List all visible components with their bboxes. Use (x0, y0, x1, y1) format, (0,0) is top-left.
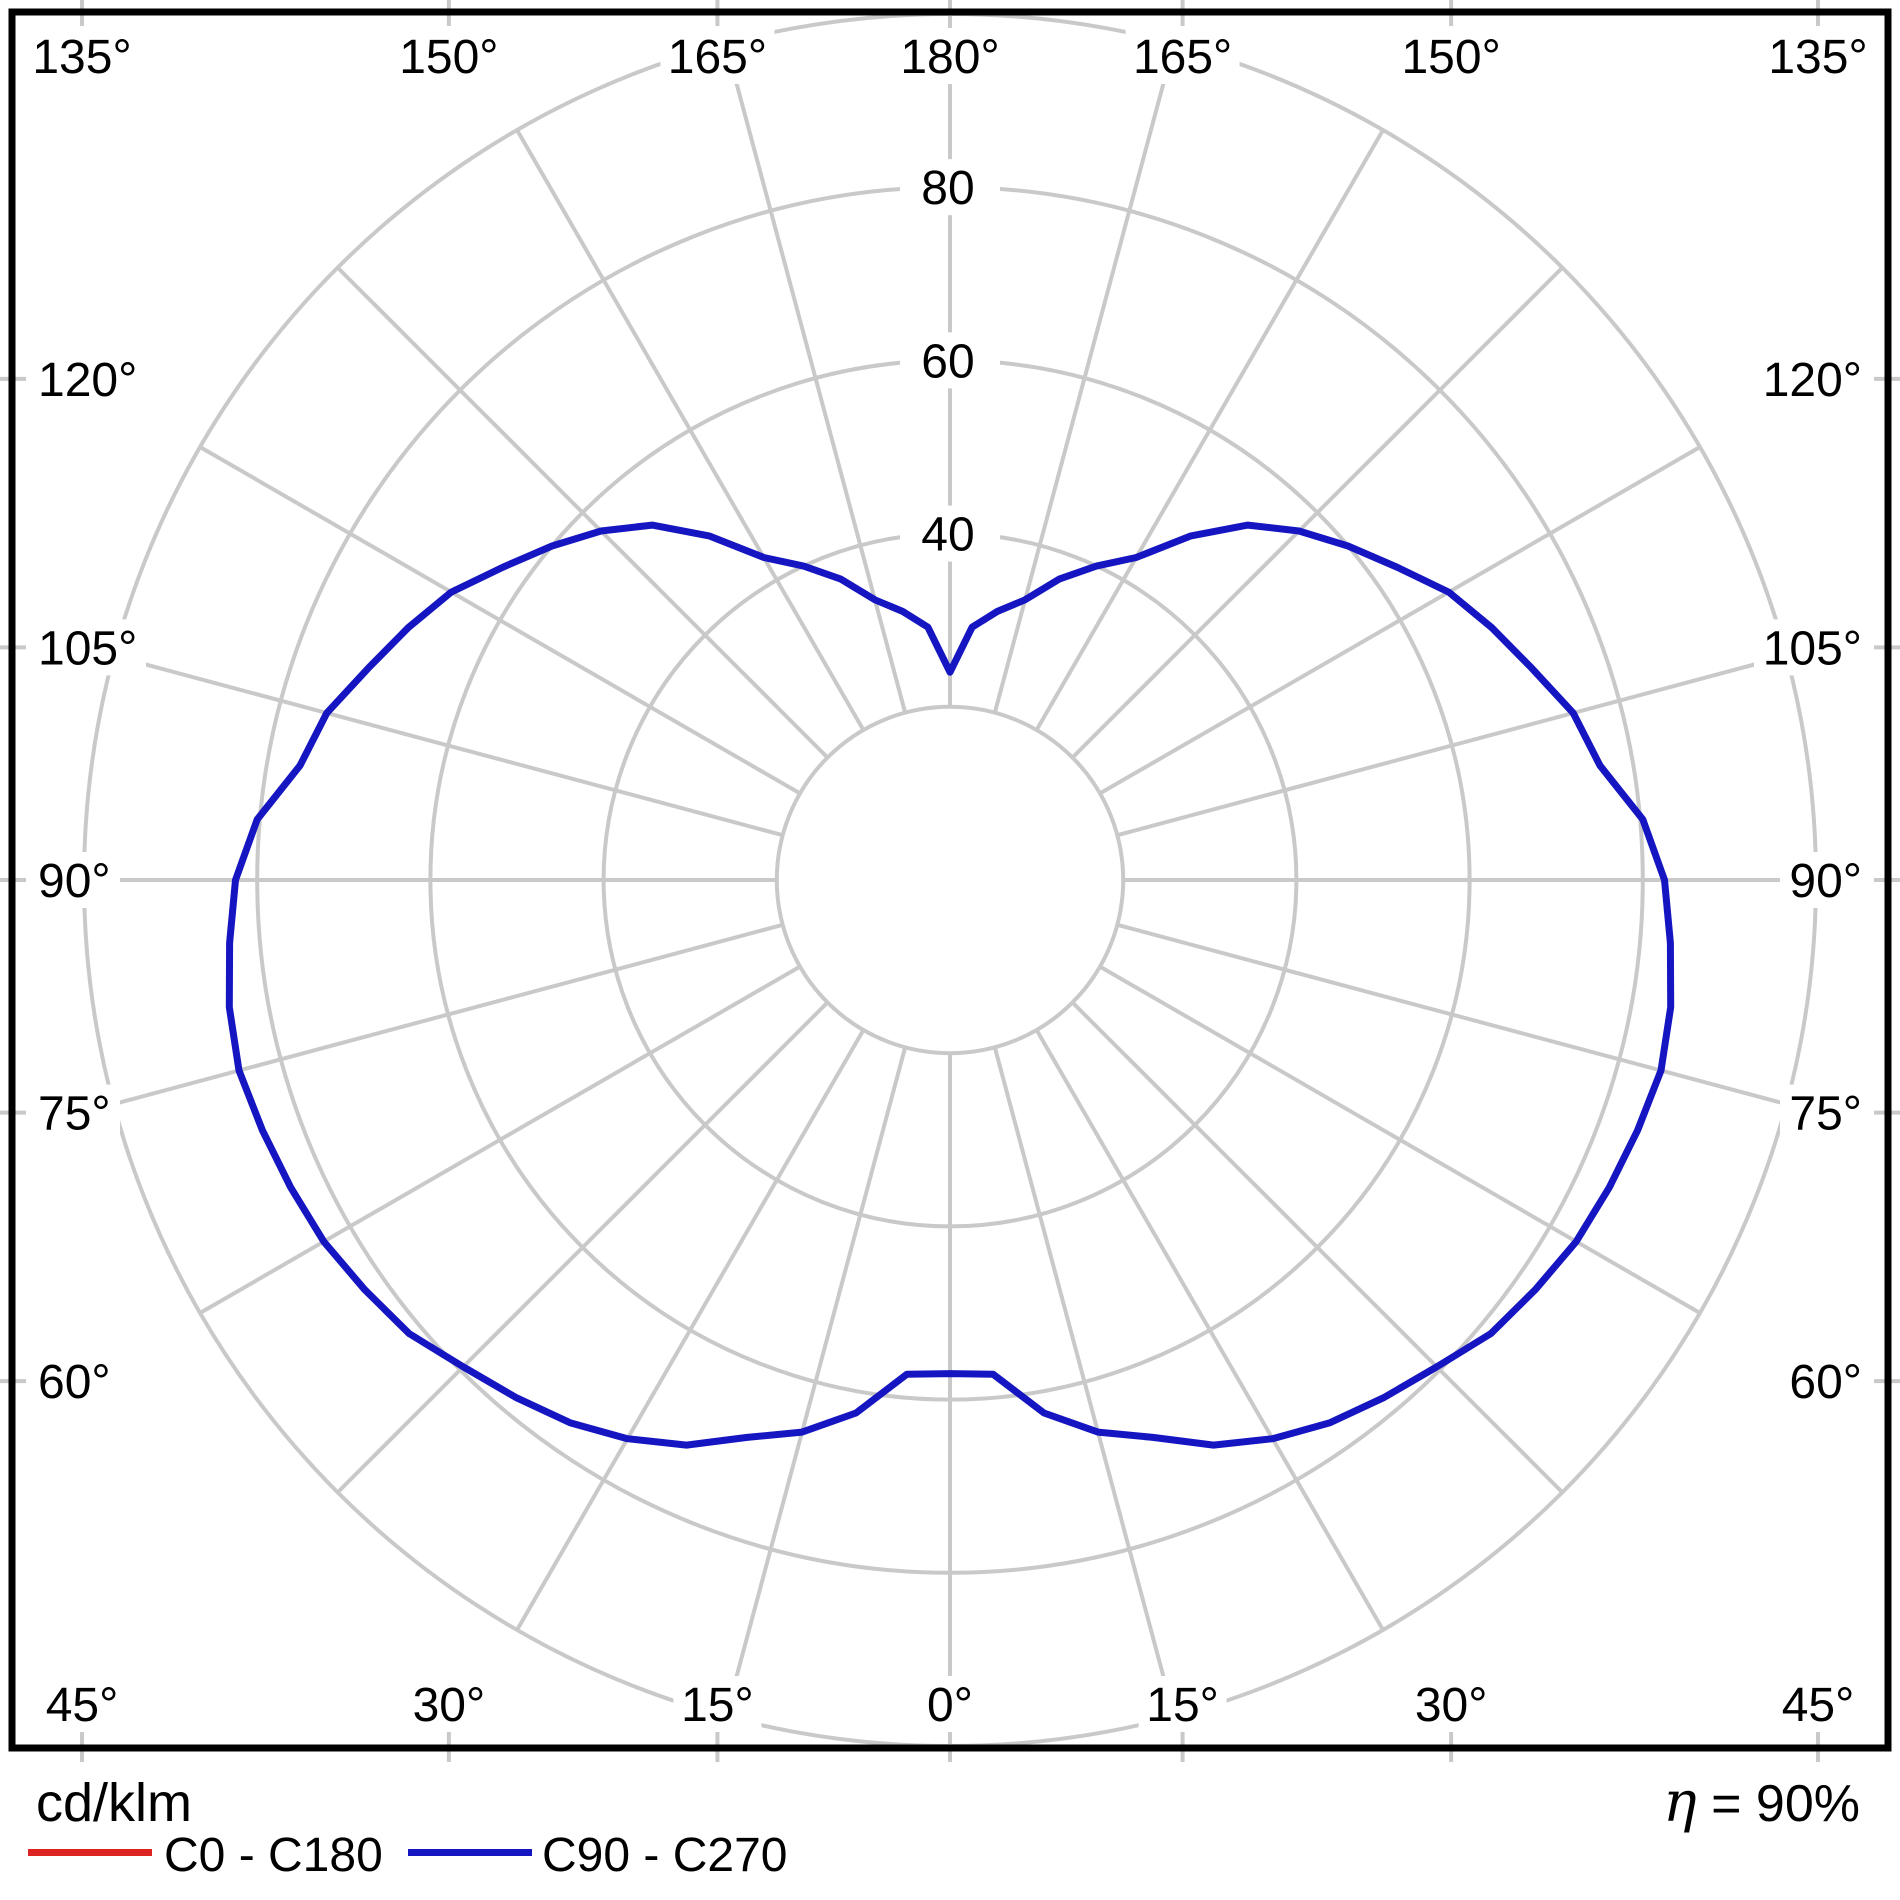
eta-symbol: η (1663, 1770, 1697, 1835)
angle-tick-label-135L: 135° (32, 31, 131, 84)
radial-tick-label-80: 80 (921, 162, 974, 215)
angle-tick-label-150L: 150° (399, 31, 498, 84)
angle-label-bg (1138, 1676, 1227, 1732)
grid-spoke-225 (1071, 266, 1564, 759)
grid-spoke-345 (992, 1046, 1177, 1718)
angle-label-bg (1774, 1676, 1862, 1732)
grid-spoke-255 (1116, 653, 1788, 838)
angle-label-bg (32, 350, 146, 407)
angle-label-bg (1780, 1353, 1868, 1410)
angle-tick-label-135R: 135° (1768, 31, 1867, 84)
angle-tick-label-60L: 60° (38, 1356, 111, 1409)
chart-frame (8, 8, 1892, 1752)
angle-tick-label-105L: 105° (38, 622, 137, 675)
radial-label-bg (900, 505, 1000, 562)
angle-tick-label-15R: 15° (1146, 1679, 1219, 1732)
angle-label-bg (893, 28, 1007, 84)
grid-spoke-30 (515, 1028, 866, 1631)
angle-tick-label-15L: 15° (681, 1679, 754, 1732)
grid-spoke-330 (1034, 1028, 1385, 1631)
grid-spoke-285 (1116, 922, 1788, 1107)
angle-label-bg (32, 852, 120, 908)
grid-spoke-300 (1098, 964, 1701, 1315)
grid-spoke-165 (723, 42, 908, 714)
legend-line-red-icon (28, 1849, 152, 1856)
angle-tick-label-30R: 30° (1415, 1679, 1488, 1732)
angle-label-bg (1394, 28, 1509, 84)
grid-spoke-240 (1098, 445, 1701, 796)
grid-spoke-105 (112, 653, 784, 838)
units-label: cd/klm (36, 1773, 193, 1833)
polar-grid (82, 12, 1818, 1748)
grid-spoke-315 (1071, 1001, 1564, 1494)
angle-label-bg (32, 619, 146, 676)
angle-label-bg (1780, 852, 1868, 908)
grid-spoke-150 (515, 129, 866, 732)
angle-tick-label-0L: 0° (927, 1679, 973, 1732)
angle-label-bg (32, 1084, 120, 1141)
angle-tick-label-105R: 105° (1763, 622, 1862, 675)
angle-tick-label-165L: 165° (668, 31, 767, 84)
legend-label-c0-c180: C0 - C180 (164, 1829, 383, 1882)
angle-label-bg (32, 1353, 120, 1410)
angle-tick-label-60R: 60° (1789, 1356, 1862, 1409)
angle-label-bg (38, 1676, 126, 1732)
radial-label-bg (900, 159, 1000, 216)
grid-spoke-120 (199, 445, 802, 796)
angle-tick-label-180L: 180° (900, 31, 999, 84)
angle-tick-label-150R: 150° (1401, 31, 1500, 84)
angle-label-bg (25, 28, 139, 84)
angle-label-bg (919, 1676, 981, 1732)
angle-label-bg (404, 1676, 493, 1732)
grid-spoke-135 (336, 266, 829, 759)
angle-tick-label-45L: 45° (46, 1679, 119, 1732)
angle-tick-label-45R: 45° (1782, 1679, 1855, 1732)
efficiency-value: = 90% (1696, 1775, 1860, 1833)
legend-label-c90-c270: C90 - C270 (542, 1829, 788, 1882)
angle-tick-label-75R: 75° (1789, 1088, 1862, 1141)
grid-spoke-45 (336, 1001, 829, 1494)
grid-spoke-15 (723, 1046, 908, 1718)
angle-label-bg (391, 28, 506, 84)
angle-tick-label-120L: 120° (38, 354, 137, 407)
angle-label-bg (1125, 28, 1240, 84)
grid-spoke-195 (992, 42, 1177, 714)
grid-ring-20 (774, 704, 1126, 1056)
angle-tick-label-90R: 90° (1789, 855, 1862, 908)
angle-label-bg (1761, 28, 1875, 84)
efficiency-label: η = 90% (1663, 1770, 1860, 1835)
angle-tick-label-120R: 120° (1763, 354, 1862, 407)
axis-labels: 0° 15° 15° 30° 30° 45° 45° 60° 60° 75° 75° 90° 90° 10… (25, 28, 1875, 1732)
angle-label-bg (673, 1676, 762, 1732)
angle-label-bg (1780, 1084, 1868, 1141)
grid-spoke-75 (112, 922, 784, 1107)
curves (225, 521, 1675, 1449)
angle-label-bg (1407, 1676, 1496, 1732)
angle-tick-label-90L: 90° (38, 855, 111, 908)
polar-chart: 0° 15° 15° 30° 30° 45° 45° 60° 60° 75° 75° 90° 90° 10… (0, 0, 1900, 1762)
angle-label-bg (1754, 619, 1868, 676)
angle-tick-label-30L: 30° (413, 1679, 486, 1732)
angle-tick-label-75L: 75° (38, 1088, 111, 1141)
radial-tick-label-60: 60 (921, 335, 974, 388)
radial-tick-label-40: 40 (921, 509, 974, 562)
legend-line-blue-icon (408, 1849, 532, 1856)
angle-tick-label-165R: 165° (1133, 31, 1232, 84)
angle-label-bg (660, 28, 775, 84)
c90-c270-curve (225, 521, 1675, 1449)
grid-spoke-210 (1034, 129, 1385, 732)
angle-label-bg (1754, 350, 1868, 407)
grid-spoke-60 (199, 964, 802, 1315)
radial-label-bg (900, 332, 1000, 389)
